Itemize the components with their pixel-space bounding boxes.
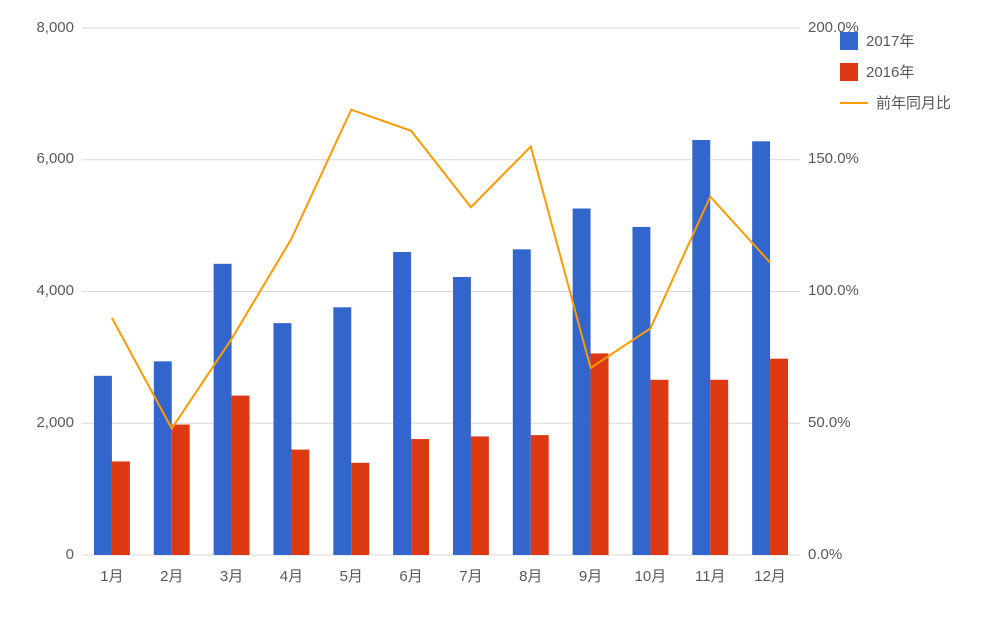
bar-2017年-8月 bbox=[513, 249, 531, 555]
legend: 2017年 2016年前年同月比 bbox=[840, 30, 951, 123]
legend-label: 前年同月比 bbox=[876, 92, 951, 113]
bar-2016年-12月 bbox=[770, 359, 788, 555]
x-tick-label: 11月 bbox=[695, 565, 726, 586]
x-tick-label: 10月 bbox=[635, 565, 667, 586]
legend-swatch-line bbox=[840, 102, 868, 104]
legend-item-0: 2017年 bbox=[840, 30, 951, 51]
bar-2016年-2月 bbox=[172, 425, 190, 555]
legend-item-1: 2016年 bbox=[840, 61, 951, 82]
x-tick-label: 4月 bbox=[280, 565, 303, 586]
bar-2016年-1月 bbox=[112, 461, 130, 555]
bar-2017年-4月 bbox=[273, 323, 291, 555]
legend-swatch-square bbox=[840, 63, 858, 81]
bar-2017年-10月 bbox=[632, 227, 650, 555]
bar-2016年-11月 bbox=[710, 380, 728, 555]
bar-2016年-10月 bbox=[650, 380, 668, 555]
bar-2017年-7月 bbox=[453, 277, 471, 555]
bar-2017年-5月 bbox=[333, 307, 351, 555]
bar-2016年-6月 bbox=[411, 439, 429, 555]
bar-2017年-3月 bbox=[214, 264, 232, 555]
bar-2017年-12月 bbox=[752, 141, 770, 555]
legend-item-2: 前年同月比 bbox=[840, 92, 951, 113]
bar-2017年-6月 bbox=[393, 252, 411, 555]
y2-tick-label: 150.0% bbox=[808, 150, 859, 167]
x-tick-label: 8月 bbox=[519, 565, 542, 586]
x-tick-label: 1月 bbox=[100, 565, 123, 586]
y2-tick-label: 100.0% bbox=[808, 282, 859, 299]
x-tick-label: 2月 bbox=[160, 565, 183, 586]
bar-2017年-2月 bbox=[154, 361, 172, 555]
monthly-comparison-chart: 0 2,000 4,000 6,000 8,000 0.0% 50.0% 100.0% 150.… bbox=[0, 0, 1000, 618]
bar-2016年-3月 bbox=[232, 396, 250, 555]
x-tick-label: 7月 bbox=[459, 565, 482, 586]
y1-tick-label: 6,000 bbox=[36, 150, 74, 167]
y1-tick-label: 0 bbox=[66, 546, 74, 563]
bar-2016年-8月 bbox=[531, 435, 549, 555]
bar-2017年-1月 bbox=[94, 376, 112, 555]
bar-2016年-7月 bbox=[471, 436, 489, 555]
line-前年同月比 bbox=[112, 110, 770, 429]
x-tick-label: 6月 bbox=[399, 565, 422, 586]
x-tick-label: 5月 bbox=[340, 565, 363, 586]
y2-tick-label: 0.0% bbox=[808, 546, 842, 563]
x-tick-label: 9月 bbox=[579, 565, 602, 586]
y1-tick-label: 2,000 bbox=[36, 414, 74, 431]
bar-2017年-9月 bbox=[573, 208, 591, 555]
legend-label: 2016年 bbox=[866, 61, 914, 82]
bar-2016年-9月 bbox=[591, 353, 609, 555]
y1-tick-label: 4,000 bbox=[36, 282, 74, 299]
y2-tick-label: 50.0% bbox=[808, 414, 851, 431]
legend-label: 2017年 bbox=[866, 30, 914, 51]
x-tick-label: 3月 bbox=[220, 565, 243, 586]
bar-2016年-5月 bbox=[351, 463, 369, 555]
legend-swatch-square bbox=[840, 32, 858, 50]
x-tick-label: 12月 bbox=[754, 565, 786, 586]
y1-tick-label: 8,000 bbox=[36, 19, 74, 36]
bar-2016年-4月 bbox=[291, 450, 309, 555]
